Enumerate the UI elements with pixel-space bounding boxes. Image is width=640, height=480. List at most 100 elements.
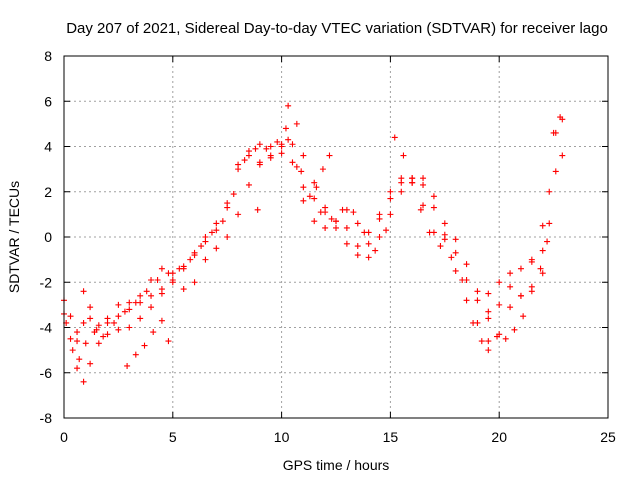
axis-ticks: 0 5 10 15 20 25 -8 -6 -4 -2 0 2 4 6 8 (40, 48, 616, 445)
data-point (376, 234, 383, 240)
data-point (150, 329, 157, 336)
data-point (282, 125, 289, 132)
data-point (180, 286, 187, 293)
data-point (559, 152, 566, 159)
data-point (485, 290, 492, 297)
y-axis-label: SDTVAR / TECUs (6, 181, 22, 293)
data-point (165, 338, 172, 345)
data-point (213, 220, 220, 227)
data-point (285, 136, 292, 143)
data-point (141, 342, 148, 349)
data-point (417, 206, 424, 213)
data-point (517, 265, 524, 272)
data-points (61, 102, 566, 385)
data-point (354, 243, 361, 250)
y-tick-label: 2 (44, 184, 52, 200)
data-point (361, 229, 368, 236)
data-point (104, 315, 111, 322)
data-point (319, 166, 326, 173)
data-point (496, 301, 503, 308)
data-point (322, 224, 329, 231)
data-point (300, 184, 307, 191)
data-point (507, 283, 514, 290)
y-tick-label: -8 (40, 410, 53, 426)
data-point (311, 179, 318, 186)
data-point (137, 292, 144, 299)
data-point (528, 256, 535, 263)
series-track-1 (61, 102, 566, 336)
data-point (452, 267, 459, 274)
data-point (180, 263, 187, 270)
data-point (507, 304, 514, 311)
data-point (104, 331, 111, 338)
data-point (100, 333, 107, 340)
data-point (478, 338, 485, 345)
data-point (202, 234, 209, 240)
x-tick-label: 0 (60, 429, 68, 445)
data-point (289, 141, 296, 148)
data-point (121, 308, 128, 315)
series-track-3 (63, 125, 492, 363)
data-point (409, 179, 416, 186)
data-point (87, 315, 94, 322)
data-point (333, 224, 339, 231)
series-track-2 (61, 136, 566, 385)
data-point (441, 231, 448, 238)
data-point (528, 288, 535, 295)
data-point (154, 276, 161, 283)
data-point (289, 159, 296, 166)
data-point (387, 188, 394, 195)
data-point (485, 338, 492, 345)
data-point (463, 261, 470, 268)
data-point (420, 202, 427, 209)
data-point (224, 200, 231, 207)
data-point (74, 329, 81, 336)
data-point (252, 145, 259, 152)
data-point (274, 138, 281, 145)
data-point (539, 270, 546, 277)
x-tick-label: 25 (600, 429, 616, 445)
data-point (502, 335, 509, 342)
chart-title: Day 207 of 2021, Sidereal Day-to-day VTE… (66, 20, 608, 37)
data-point (517, 292, 524, 299)
data-point (132, 299, 139, 306)
data-point (87, 304, 94, 311)
data-point (539, 222, 546, 229)
data-point (306, 193, 313, 200)
data-point (267, 143, 274, 150)
data-point (235, 211, 242, 218)
x-axis-label: GPS time / hours (283, 457, 390, 473)
data-point (143, 288, 150, 295)
data-point (148, 292, 155, 299)
data-point (115, 313, 122, 320)
data-point (69, 347, 76, 354)
data-point (552, 168, 559, 175)
data-point (546, 188, 553, 195)
data-point (298, 168, 305, 175)
data-point (511, 326, 518, 333)
data-point (169, 276, 176, 283)
data-point (245, 181, 252, 188)
series-track-7 (254, 152, 333, 213)
data-point (67, 335, 74, 342)
x-tick-label: 10 (274, 429, 290, 445)
y-tick-label: -4 (40, 320, 53, 336)
data-point (326, 152, 333, 159)
data-point (158, 265, 165, 272)
data-point (82, 340, 89, 347)
data-point (126, 306, 133, 313)
data-point (241, 157, 248, 164)
data-point (430, 193, 437, 200)
y-tick-label: 0 (44, 229, 52, 245)
data-point (67, 313, 74, 320)
y-tick-label: 4 (44, 139, 52, 155)
data-point (391, 134, 398, 141)
data-point (494, 333, 501, 340)
y-tick-label: 8 (44, 48, 52, 64)
data-point (313, 184, 320, 191)
data-point (365, 240, 372, 247)
data-point (430, 204, 437, 211)
data-point (158, 290, 165, 297)
data-point (169, 270, 176, 277)
